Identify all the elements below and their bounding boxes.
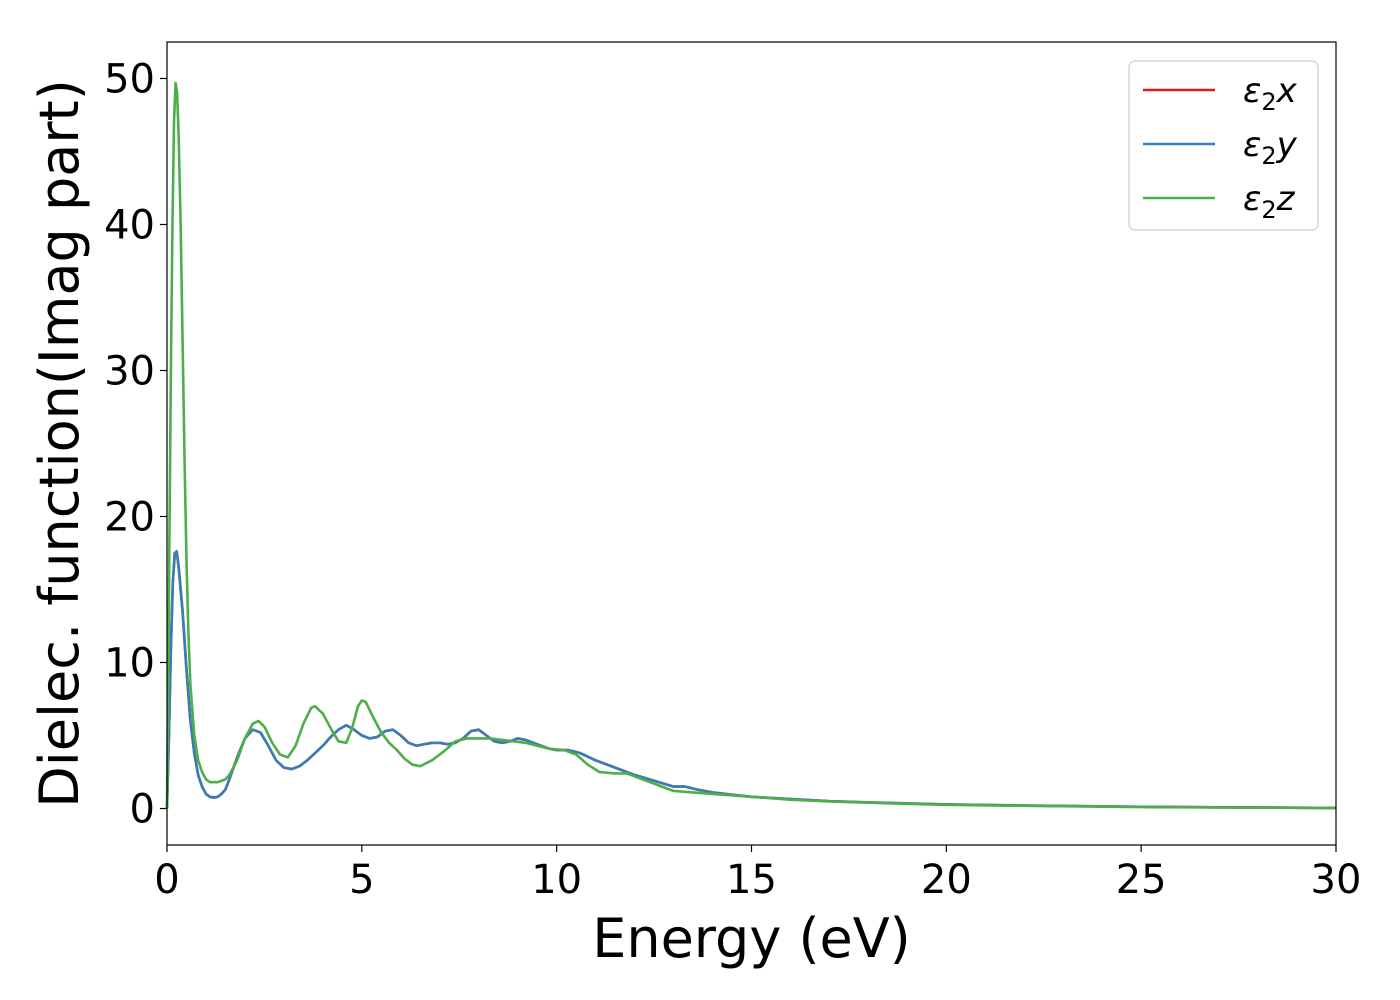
x-tick-label: 20 [921, 857, 972, 903]
x-tick-label: 10 [531, 857, 582, 903]
legend-entry-0: ε2x [1243, 71, 1298, 116]
legend-entry-1: ε2y [1243, 125, 1298, 170]
series-line-2 [165, 81, 1337, 810]
ticks-layer: 0 5 10 15 20 25 30 0 10 20 30 40 50 [104, 57, 1361, 904]
legend-symbol: ε [1243, 179, 1261, 219]
y-tick-label: 10 [104, 641, 155, 687]
x-tick-label: 5 [349, 857, 374, 903]
series-line-1 [165, 550, 1337, 810]
legend-suffix: y [1276, 125, 1298, 165]
legend-box [1128, 60, 1319, 231]
legend-suffix: z [1276, 179, 1296, 219]
legend-symbol: ε [1243, 125, 1261, 165]
y-tick-label: 20 [104, 495, 155, 541]
x-tick-label: 0 [154, 857, 179, 903]
legend-symbol: ε [1243, 71, 1261, 111]
x-tick-label: 15 [726, 857, 777, 903]
legend-subscript: 2 [1261, 142, 1276, 170]
y-tick-label: 30 [104, 349, 155, 395]
legend-suffix: x [1276, 71, 1298, 111]
x-tick-label: 25 [1116, 857, 1167, 903]
legend-entry-2: ε2z [1243, 179, 1296, 224]
legend-subscript: 2 [1261, 196, 1276, 224]
series-layer [165, 81, 1337, 810]
y-tick-label: 50 [104, 57, 155, 103]
y-tick-label: 0 [130, 787, 155, 833]
y-tick-label: 40 [104, 203, 155, 249]
x-axis-label: Energy (eV) [592, 907, 911, 970]
x-tick-label: 30 [1311, 857, 1362, 903]
y-axis-label: Dielec. function(Imag part) [28, 79, 91, 808]
legend-subscript: 2 [1261, 88, 1276, 116]
